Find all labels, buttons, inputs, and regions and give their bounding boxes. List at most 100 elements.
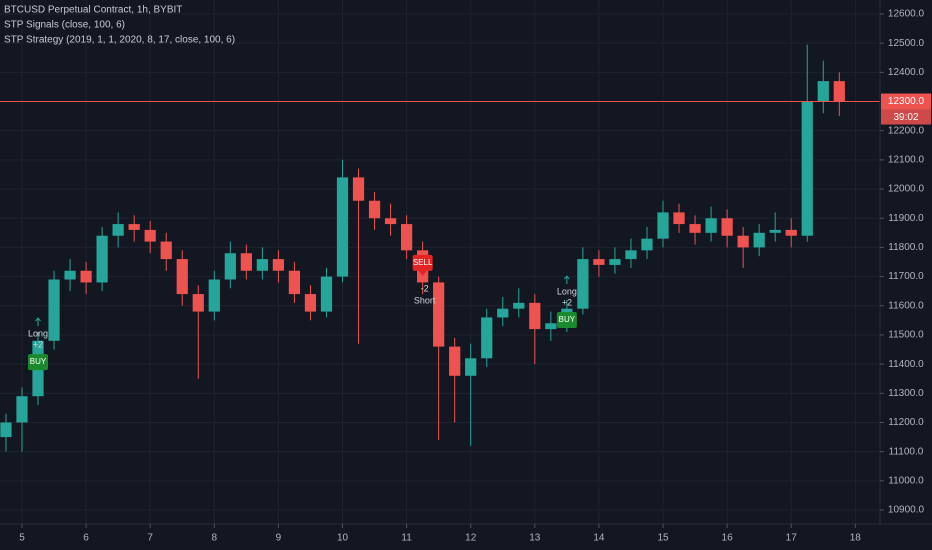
x-tick-label: 5 bbox=[19, 533, 25, 544]
candle-body bbox=[176, 259, 188, 295]
candle-body bbox=[481, 317, 493, 359]
candle-body bbox=[112, 224, 124, 236]
candle-body bbox=[240, 253, 252, 271]
candle-body bbox=[497, 308, 509, 318]
signal-label: BUY bbox=[30, 357, 47, 366]
x-tick-label: 14 bbox=[593, 533, 605, 544]
candle-body bbox=[128, 224, 140, 230]
y-tick-label: 11200.0 bbox=[888, 417, 924, 428]
y-tick-label: 11000.0 bbox=[888, 475, 924, 486]
candle-body bbox=[577, 259, 589, 309]
signal-label: BUY bbox=[559, 315, 576, 324]
candle-body bbox=[384, 218, 397, 225]
y-tick-label: 12200.0 bbox=[888, 125, 925, 136]
candle-body bbox=[737, 235, 749, 248]
candle-body bbox=[96, 235, 108, 283]
signal-text: +2 bbox=[562, 297, 572, 307]
y-tick-label: 11700.0 bbox=[888, 271, 924, 282]
x-tick-label: 9 bbox=[276, 533, 282, 544]
x-tick-label: 10 bbox=[337, 533, 349, 544]
y-tick-label: 10900.0 bbox=[888, 505, 925, 516]
signal-text: -2 bbox=[421, 283, 429, 293]
signal-pointer bbox=[418, 270, 427, 276]
y-tick-label: 11800.0 bbox=[888, 242, 924, 253]
candle-body bbox=[657, 212, 669, 239]
x-tick-label: 17 bbox=[786, 533, 798, 544]
candle-body bbox=[593, 259, 605, 265]
y-tick-label: 11500.0 bbox=[888, 330, 924, 341]
x-tick-label: 13 bbox=[529, 533, 541, 544]
y-tick-label: 12100.0 bbox=[888, 155, 925, 166]
candle-body bbox=[705, 218, 717, 233]
candle-body bbox=[689, 224, 701, 233]
candle-body bbox=[753, 232, 765, 248]
candle-body bbox=[288, 270, 301, 295]
candle-body bbox=[160, 241, 172, 260]
y-tick-label: 11600.0 bbox=[888, 300, 924, 311]
countdown-box bbox=[881, 109, 931, 125]
signal-arrow bbox=[563, 275, 570, 285]
x-tick-label: 16 bbox=[722, 533, 734, 544]
indicator-label: STP Strategy (2019, 1, 1, 2020, 8, 17, c… bbox=[4, 34, 235, 45]
last-price-label: 12300.0 bbox=[888, 96, 925, 107]
signal-box bbox=[556, 312, 577, 329]
candle-body bbox=[352, 177, 365, 201]
candle-body bbox=[769, 229, 781, 233]
candle-body bbox=[529, 302, 541, 330]
candle-body bbox=[224, 253, 236, 280]
signal-box bbox=[412, 254, 433, 271]
signal-label: SELL bbox=[413, 258, 433, 267]
grid bbox=[0, 0, 880, 524]
countdown-label: 39:02 bbox=[893, 112, 918, 123]
candle-body bbox=[625, 250, 637, 260]
signal: BUY Long+2 bbox=[28, 317, 49, 371]
y-tick-label: 11900.0 bbox=[888, 213, 924, 224]
candle-body bbox=[144, 229, 156, 242]
candle-body bbox=[368, 200, 381, 219]
candle-body bbox=[673, 212, 685, 225]
candle-body bbox=[641, 238, 653, 251]
candle-body bbox=[256, 259, 268, 271]
x-tick-label: 15 bbox=[657, 533, 669, 544]
axes: 10900.0 11000.0 11100.0 11200.0 11300.0 11400… bbox=[19, 9, 931, 544]
candle-body bbox=[16, 396, 28, 423]
candle-body bbox=[465, 358, 477, 376]
candle-body bbox=[513, 302, 525, 309]
y-tick-label: 12000.0 bbox=[888, 184, 925, 195]
signal-arrow bbox=[35, 317, 41, 327]
candle-body bbox=[400, 224, 413, 251]
y-tick-label: 12500.0 bbox=[888, 38, 925, 49]
candle-body bbox=[801, 101, 813, 236]
y-tick-label: 11400.0 bbox=[888, 359, 924, 370]
candle-body bbox=[817, 81, 829, 102]
candle-body bbox=[48, 279, 60, 341]
candle-body bbox=[721, 218, 733, 236]
signal-text: Long bbox=[28, 328, 48, 338]
candle-body bbox=[80, 270, 92, 283]
signal-box bbox=[28, 354, 49, 371]
signal-text: +2 bbox=[33, 339, 43, 349]
chart-title: BTCUSD Perpetual Contract, 1h, BYBIT bbox=[4, 4, 182, 15]
last-price-box bbox=[881, 93, 931, 110]
x-tick-label: 18 bbox=[850, 533, 862, 544]
candle-body bbox=[545, 323, 557, 330]
y-tick-label: 11100.0 bbox=[889, 446, 924, 457]
candle-body bbox=[0, 422, 12, 438]
candle-body bbox=[449, 346, 461, 376]
y-tick-label: 12400.0 bbox=[888, 67, 925, 78]
signal: SELL -2 Short bbox=[412, 254, 436, 305]
candle-body bbox=[192, 294, 204, 312]
candle-body bbox=[304, 294, 317, 312]
signal: BUY Long+2 bbox=[556, 275, 577, 329]
candle-body bbox=[833, 81, 845, 102]
candle-body bbox=[433, 282, 445, 347]
candle-body bbox=[208, 279, 220, 312]
x-tick-label: 12 bbox=[465, 533, 477, 544]
signal-text: Short bbox=[414, 295, 436, 305]
candle-body bbox=[609, 259, 621, 265]
y-tick-label: 11300.0 bbox=[888, 388, 924, 399]
